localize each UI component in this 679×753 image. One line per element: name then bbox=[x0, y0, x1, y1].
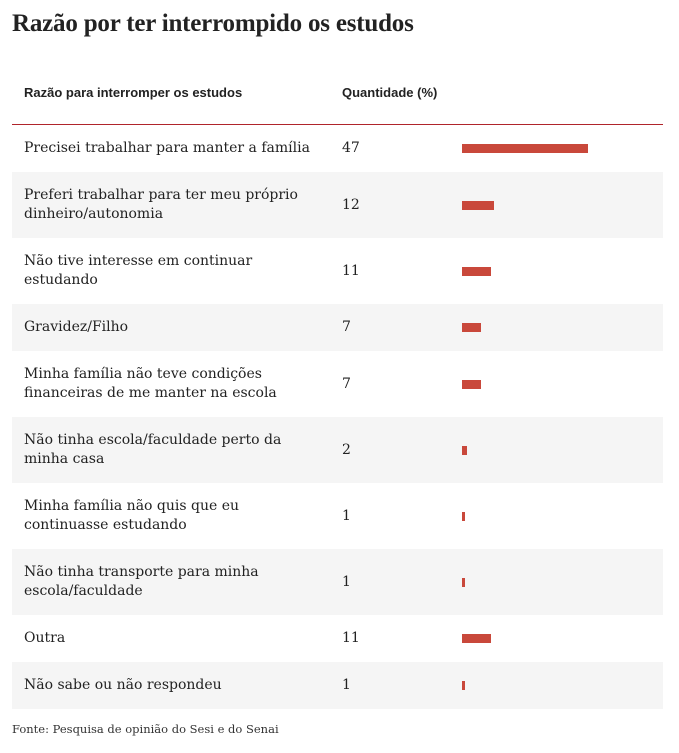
value-cell: 11 bbox=[342, 630, 360, 646]
source: Fonte: Pesquisa de opinião do Sesi e do … bbox=[12, 722, 279, 736]
label-cell: Outra bbox=[12, 615, 342, 662]
bar bbox=[462, 511, 465, 521]
label-cell: Gravidez/Filho bbox=[12, 304, 342, 351]
label-line: estudando bbox=[24, 272, 98, 288]
row: Precisei trabalhar para manter a família… bbox=[12, 125, 663, 173]
label-cell: Não tinha transporte para minha escola/fa… bbox=[12, 549, 342, 615]
bar bbox=[462, 445, 468, 455]
bar bbox=[462, 144, 588, 153]
bar-cell bbox=[462, 662, 663, 709]
label-line: Minha família não quis que eu bbox=[24, 498, 240, 514]
label-line: Não tinha escola/faculdade perto da bbox=[24, 432, 282, 448]
bar-cell bbox=[462, 417, 663, 483]
bar bbox=[462, 266, 492, 276]
label-cell: Minha família não quis que eu continuasse… bbox=[12, 483, 342, 549]
table: Razão para interromper os estudos Quanti… bbox=[12, 62, 663, 709]
label-line: continuasse estudando bbox=[24, 517, 187, 533]
row: Não tive interesse em continuar estudando… bbox=[12, 238, 663, 304]
bar-cell bbox=[462, 125, 663, 173]
label-line: Precisei trabalhar para manter a família bbox=[24, 140, 310, 156]
value-cell: 11 bbox=[342, 262, 360, 279]
bar-cell bbox=[462, 351, 663, 417]
value-cell: 7 bbox=[342, 375, 351, 392]
column-header: Quantidade (%) bbox=[342, 62, 462, 125]
value-cell: 7 bbox=[342, 304, 462, 351]
bar-cell bbox=[462, 615, 663, 662]
row: Não sabe ou não respondeu 1 bbox=[12, 662, 663, 709]
bar-cell bbox=[462, 549, 663, 615]
row: Gravidez/Filho 7 bbox=[12, 304, 663, 351]
bar-cell bbox=[462, 238, 663, 304]
label-line: Minha família não teve condições bbox=[24, 366, 262, 382]
label-line: Não sabe ou não respondeu bbox=[24, 677, 222, 693]
label-line: Gravidez/Filho bbox=[24, 319, 129, 335]
label-line: escola/faculdade bbox=[24, 583, 143, 599]
bar bbox=[462, 634, 492, 643]
label-cell: Não sabe ou não respondeu bbox=[12, 662, 342, 709]
column-header: Razão para interromper os estudos bbox=[12, 62, 342, 125]
bar-cell bbox=[462, 304, 663, 351]
value-cell: 1 bbox=[342, 549, 462, 615]
bar-cell bbox=[462, 483, 663, 549]
bar-cell bbox=[462, 172, 663, 238]
label-line: financeiras de me manter na escola bbox=[24, 385, 277, 401]
label-line: Não tinha transporte para minha bbox=[24, 564, 259, 580]
label-line: Outra bbox=[24, 630, 66, 646]
bar bbox=[462, 577, 465, 587]
bar bbox=[462, 323, 481, 332]
label-line: Não tive interesse em continuar bbox=[24, 253, 253, 269]
label-line: minha casa bbox=[24, 451, 105, 467]
label-cell: Minha família não teve condições financei… bbox=[12, 351, 342, 417]
column-header bbox=[462, 62, 663, 125]
row: Não tinha escola/faculdade perto da minha… bbox=[12, 417, 663, 483]
header-row: Razão para interromper os estudos Quanti… bbox=[12, 62, 663, 125]
label-cell: Não tinha escola/faculdade perto da minha… bbox=[12, 417, 342, 483]
bar bbox=[462, 681, 465, 690]
label-cell: Precisei trabalhar para manter a família bbox=[12, 125, 342, 173]
bar bbox=[462, 200, 495, 210]
label-cell: Não tive interesse em continuar estudando bbox=[12, 238, 342, 304]
row: Outra 11 bbox=[12, 615, 663, 662]
row: Preferi trabalhar para ter meu próprio di… bbox=[12, 172, 663, 238]
row: Minha família não quis que eu continuasse… bbox=[12, 483, 663, 549]
title: Razão por ter interrompido os estudos bbox=[12, 10, 414, 37]
value-cell: 47 bbox=[342, 140, 360, 156]
bar bbox=[462, 379, 481, 389]
label-line: Preferi trabalhar para ter meu próprio bbox=[24, 187, 298, 203]
value-cell: 1 bbox=[342, 507, 351, 524]
row: Não tinha transporte para minha escola/fa… bbox=[12, 549, 663, 615]
row: Minha família não teve condições financei… bbox=[12, 351, 663, 417]
value-cell: 2 bbox=[342, 417, 462, 483]
label-line: dinheiro/autonomia bbox=[24, 206, 164, 222]
value-cell: 1 bbox=[342, 662, 462, 709]
value-cell: 12 bbox=[342, 172, 462, 238]
label-cell: Preferi trabalhar para ter meu próprio di… bbox=[12, 172, 342, 238]
